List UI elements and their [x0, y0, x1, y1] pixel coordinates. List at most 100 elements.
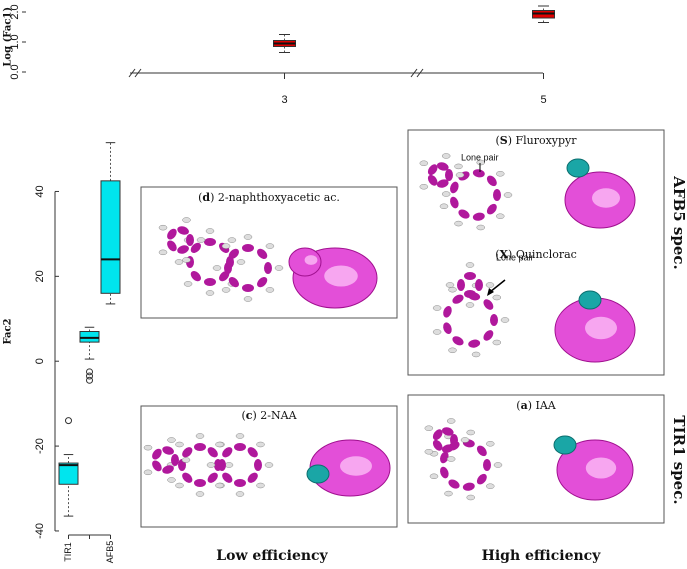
- panel-name: Fluroxypyr: [515, 134, 577, 147]
- orbital: [204, 237, 216, 247]
- y-axis-label: Log (Fac1): [3, 7, 14, 67]
- orbital-lobe: [486, 441, 495, 447]
- outlier: [86, 376, 93, 384]
- orbital: [152, 460, 162, 472]
- axis-break: [410, 68, 418, 78]
- outlier: [86, 368, 93, 376]
- orbital-lobe: [227, 237, 237, 243]
- orbital: [186, 234, 194, 246]
- orbital: [443, 322, 452, 335]
- orbital-lobe: [236, 259, 246, 265]
- orbital: [152, 448, 162, 460]
- orbital-lobe: [215, 482, 224, 489]
- orbital-lobe: [205, 290, 215, 296]
- arrow: [489, 279, 506, 293]
- orbital: [190, 271, 201, 282]
- orbital-lobe: [183, 281, 193, 287]
- orbital: [464, 289, 476, 299]
- orbital-lobe: [465, 262, 475, 268]
- orbital-lobe: [182, 257, 191, 263]
- panel-title: (S) Fluroxypyr: [495, 134, 577, 147]
- orbital: [257, 277, 268, 288]
- orbital-lobe: [167, 477, 176, 483]
- orbital: [464, 271, 476, 281]
- orbital-lobe: [256, 441, 265, 448]
- orbital-lobe: [235, 433, 245, 439]
- orbital: [483, 330, 494, 341]
- panel-name: Quinclorac: [516, 248, 577, 261]
- orbital-lobe: [212, 265, 222, 271]
- orbital: [472, 212, 485, 221]
- panel-title: (c) 2-NAA: [241, 409, 297, 422]
- orbital-lobe: [429, 473, 439, 480]
- orbital-lobe: [496, 171, 505, 177]
- orbital: [448, 479, 460, 489]
- orbital: [483, 459, 491, 471]
- panel-letter: d: [202, 191, 210, 204]
- x-tick-label: 5: [540, 94, 546, 106]
- row-label: TIR1 spec.: [670, 415, 687, 504]
- orbital-lobe: [446, 418, 456, 424]
- arrowhead: [487, 288, 494, 296]
- orbital-lobe: [432, 329, 442, 335]
- orbital: [217, 459, 227, 471]
- orbital-lobe: [196, 237, 206, 243]
- orbital: [171, 454, 179, 466]
- orbital-lobe: [181, 457, 191, 463]
- y-axis-label: Fac2: [3, 318, 14, 344]
- orbital-lobe: [215, 441, 224, 448]
- density-highlight: [340, 456, 372, 476]
- panel-title: (d) 2-naphthoxyacetic ac.: [198, 191, 340, 204]
- y-tick-label: -20: [34, 438, 46, 454]
- annotation: Lone pair: [461, 152, 499, 162]
- axis-break: [416, 68, 424, 78]
- orbital: [254, 459, 262, 471]
- orbital-lobe: [448, 347, 457, 354]
- orbital-lobe: [492, 339, 502, 346]
- panel-title: (X) Quinclorac: [495, 248, 577, 261]
- panel-name: IAA: [536, 399, 557, 412]
- orbital: [458, 209, 470, 219]
- y-tick-label: -40: [34, 523, 46, 539]
- orbital: [490, 314, 498, 326]
- orbital-lobe: [424, 449, 434, 455]
- orbital-lobe: [471, 351, 481, 358]
- orbital: [440, 466, 449, 479]
- density-surface: [288, 247, 322, 277]
- orbital: [452, 336, 464, 346]
- density-highlight: [304, 255, 318, 265]
- orbital-lobe: [143, 469, 153, 476]
- orbital: [462, 482, 475, 491]
- y-tick-label: 40: [34, 185, 46, 197]
- orbital: [177, 226, 189, 235]
- orbital: [204, 277, 216, 287]
- orbital: [445, 169, 453, 181]
- orbital: [222, 472, 233, 483]
- orbital: [228, 248, 239, 259]
- orbital: [441, 427, 454, 436]
- orbital: [486, 175, 497, 187]
- orbital-lobe: [206, 462, 216, 468]
- orbital: [440, 451, 449, 464]
- density-lobe: [553, 435, 577, 455]
- orbital: [427, 174, 438, 186]
- orbital-lobe: [195, 491, 205, 497]
- orbital: [190, 242, 201, 253]
- panel-letter: X: [499, 248, 508, 261]
- orbital-lobe: [182, 217, 191, 223]
- panel-name: 2-NAA: [260, 409, 297, 422]
- y-tick-label: 0.0: [9, 64, 21, 79]
- orbital-lobe: [265, 243, 275, 249]
- orbital: [167, 240, 177, 252]
- orbital: [432, 429, 443, 441]
- orbital-lobe: [446, 456, 456, 462]
- panel-letter: S: [500, 134, 508, 147]
- orbital-lobe: [476, 159, 485, 166]
- orbital-lobe: [441, 191, 451, 197]
- orbital-lobe: [454, 163, 463, 170]
- orbital: [486, 203, 497, 215]
- orbital: [443, 305, 452, 318]
- orbital: [257, 248, 268, 259]
- orbital-lobe: [221, 287, 231, 293]
- orbital-lobe: [419, 160, 429, 166]
